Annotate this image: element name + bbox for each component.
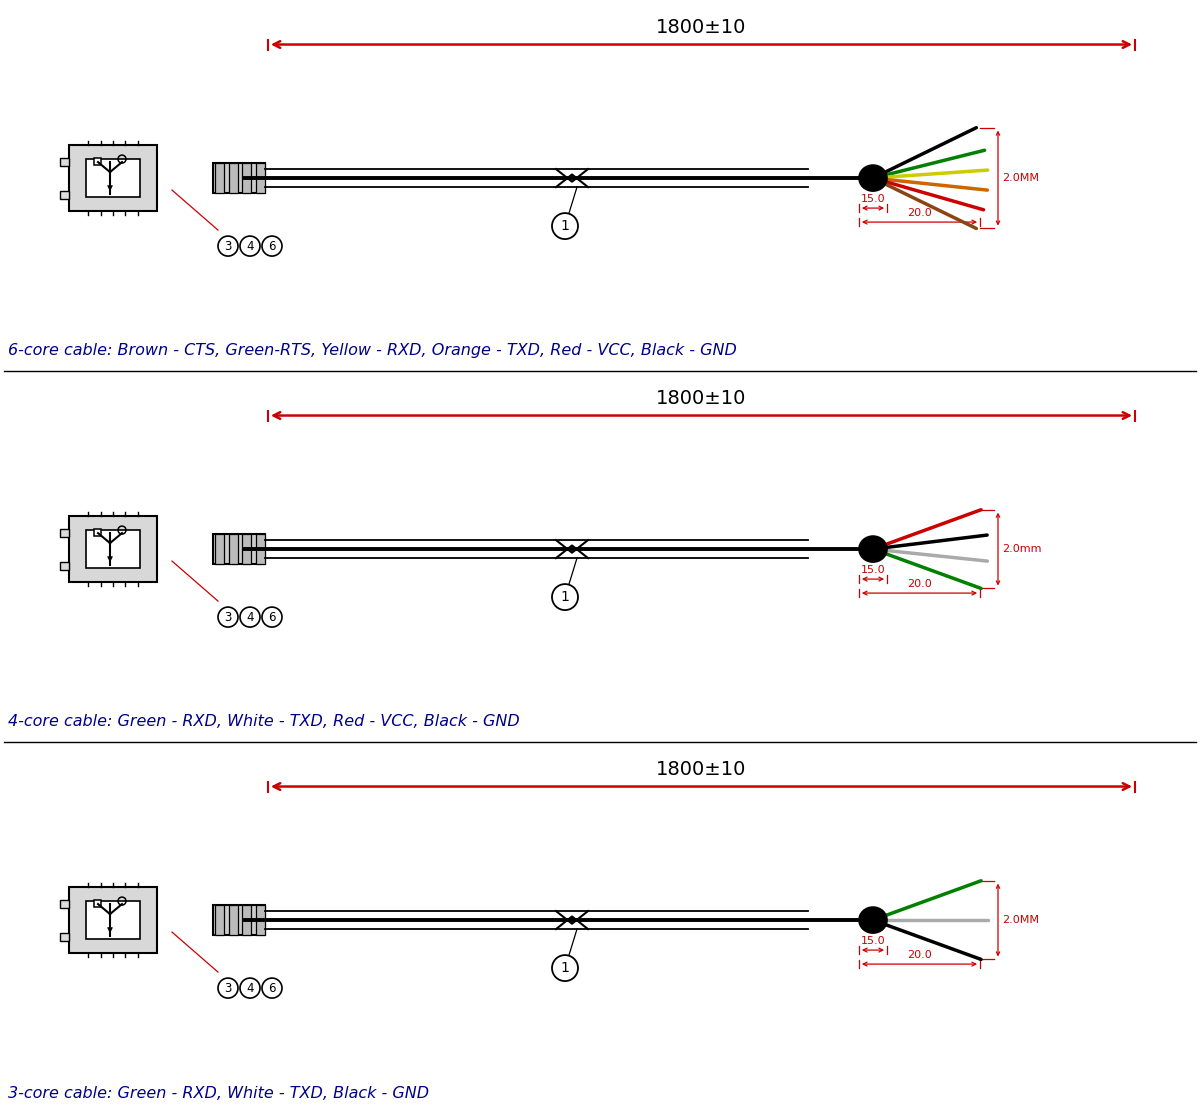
Text: 1: 1 bbox=[560, 219, 570, 233]
Text: 15.0: 15.0 bbox=[860, 565, 886, 575]
FancyBboxPatch shape bbox=[85, 900, 140, 939]
FancyBboxPatch shape bbox=[85, 159, 140, 197]
Text: 20.0: 20.0 bbox=[907, 579, 932, 589]
FancyBboxPatch shape bbox=[242, 164, 251, 193]
Text: 1: 1 bbox=[560, 590, 570, 604]
FancyBboxPatch shape bbox=[242, 534, 251, 564]
Text: 4: 4 bbox=[246, 611, 253, 623]
Ellipse shape bbox=[859, 536, 887, 562]
Text: 1800±10: 1800±10 bbox=[656, 388, 746, 407]
Text: 1800±10: 1800±10 bbox=[656, 759, 746, 778]
Text: 2.0MM: 2.0MM bbox=[1002, 915, 1039, 925]
FancyBboxPatch shape bbox=[70, 516, 157, 582]
Text: 4-core cable: Green - RXD, White - TXD, Red - VCC, Black - GND: 4-core cable: Green - RXD, White - TXD, … bbox=[8, 715, 520, 729]
Text: 1: 1 bbox=[560, 962, 570, 975]
FancyBboxPatch shape bbox=[94, 900, 101, 907]
Text: 1800±10: 1800±10 bbox=[656, 18, 746, 37]
Text: 6: 6 bbox=[269, 611, 276, 623]
Ellipse shape bbox=[859, 165, 887, 191]
FancyBboxPatch shape bbox=[214, 164, 265, 193]
FancyBboxPatch shape bbox=[70, 887, 157, 953]
Text: 20.0: 20.0 bbox=[907, 208, 932, 218]
Text: 6: 6 bbox=[269, 239, 276, 253]
FancyBboxPatch shape bbox=[60, 190, 70, 198]
FancyBboxPatch shape bbox=[215, 534, 224, 564]
FancyBboxPatch shape bbox=[94, 529, 101, 536]
FancyBboxPatch shape bbox=[229, 534, 238, 564]
Text: 2.0MM: 2.0MM bbox=[1002, 174, 1039, 183]
Text: 3: 3 bbox=[224, 982, 232, 995]
FancyBboxPatch shape bbox=[94, 158, 101, 165]
Text: 6: 6 bbox=[269, 982, 276, 995]
FancyBboxPatch shape bbox=[70, 145, 157, 211]
FancyBboxPatch shape bbox=[60, 529, 70, 536]
Text: 3: 3 bbox=[224, 611, 232, 623]
FancyBboxPatch shape bbox=[215, 164, 224, 193]
Text: 15.0: 15.0 bbox=[860, 936, 886, 946]
Text: 3-core cable: Green - RXD, White - TXD, Black - GND: 3-core cable: Green - RXD, White - TXD, … bbox=[8, 1085, 430, 1101]
FancyBboxPatch shape bbox=[60, 562, 70, 570]
FancyBboxPatch shape bbox=[60, 899, 70, 907]
FancyBboxPatch shape bbox=[214, 905, 265, 935]
FancyBboxPatch shape bbox=[215, 905, 224, 935]
Text: 3: 3 bbox=[224, 239, 232, 253]
Text: 15.0: 15.0 bbox=[860, 194, 886, 204]
FancyBboxPatch shape bbox=[214, 534, 265, 564]
FancyBboxPatch shape bbox=[256, 534, 265, 564]
Text: 20.0: 20.0 bbox=[907, 951, 932, 961]
FancyBboxPatch shape bbox=[60, 933, 70, 940]
Text: 6-core cable: Brown - CTS, Green-RTS, Yellow - RXD, Orange - TXD, Red - VCC, Bla: 6-core cable: Brown - CTS, Green-RTS, Ye… bbox=[8, 344, 737, 358]
Text: 4: 4 bbox=[246, 239, 253, 253]
FancyBboxPatch shape bbox=[229, 164, 238, 193]
FancyBboxPatch shape bbox=[85, 530, 140, 569]
FancyBboxPatch shape bbox=[256, 905, 265, 935]
FancyBboxPatch shape bbox=[256, 164, 265, 193]
FancyBboxPatch shape bbox=[60, 158, 70, 166]
FancyBboxPatch shape bbox=[229, 905, 238, 935]
Text: 4: 4 bbox=[246, 982, 253, 995]
FancyBboxPatch shape bbox=[242, 905, 251, 935]
Text: 2.0mm: 2.0mm bbox=[1002, 544, 1042, 554]
Ellipse shape bbox=[859, 907, 887, 933]
